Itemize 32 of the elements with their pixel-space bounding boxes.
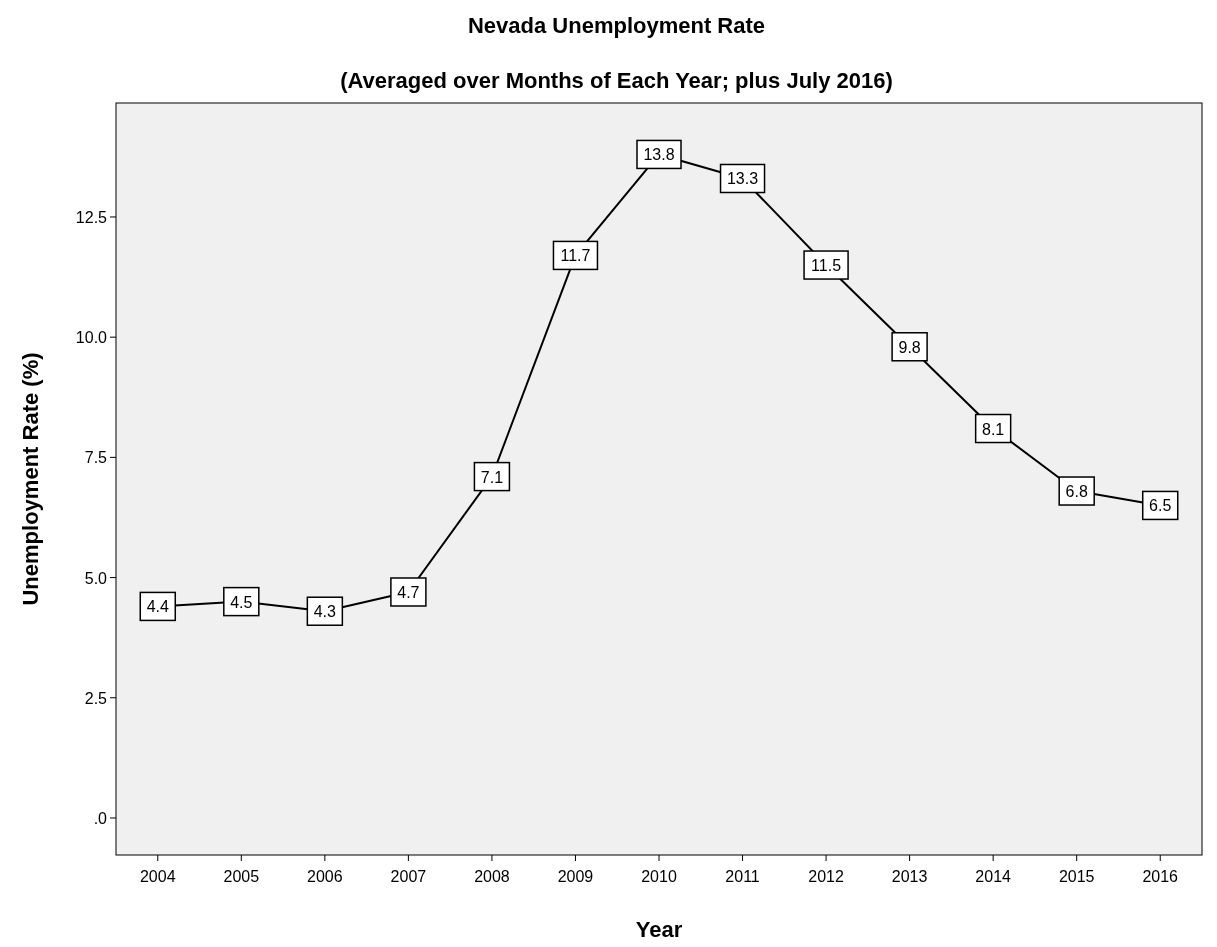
- data-label: 6.8: [1065, 483, 1088, 501]
- x-tick-label: 2010: [641, 868, 677, 885]
- x-tick-label: 2014: [975, 868, 1012, 885]
- y-tick-label: .0: [93, 809, 108, 827]
- data-label: 7.1: [480, 468, 504, 486]
- data-label: 4.5: [230, 593, 253, 611]
- chart-title: Nevada Unemployment Rate: [467, 13, 766, 38]
- data-label: 4.7: [397, 583, 420, 601]
- chart-subtitle: (Averaged over Months of Each Year; plus July 2016): [340, 68, 893, 93]
- x-tick-label: 2012: [808, 868, 844, 885]
- data-label: 4.4: [146, 598, 169, 616]
- x-tick-label: 2008: [474, 868, 510, 885]
- x-tick-label: 2007: [390, 868, 427, 885]
- data-label: 8.1: [982, 420, 1005, 438]
- x-axis-title: Year: [635, 917, 683, 942]
- y-tick-label: 2.5: [84, 689, 108, 707]
- x-tick-label: 2015: [1058, 868, 1095, 885]
- y-tick-label: 12.5: [75, 208, 108, 226]
- x-tick-label: 2006: [307, 868, 343, 885]
- y-tick-label: 7.5: [84, 449, 108, 467]
- x-tick-label: 2009: [557, 868, 594, 885]
- x-tick-label: 2013: [891, 868, 928, 885]
- x-tick-label: 2016: [1142, 868, 1179, 885]
- y-tick-label: 10.0: [75, 329, 108, 347]
- y-axis-title: Unemployment Rate (%): [18, 352, 43, 606]
- y-tick-label: 5.0: [84, 569, 108, 587]
- x-tick-label: 2011: [725, 868, 760, 885]
- x-tick-label: 2004: [139, 868, 176, 885]
- data-label: 6.5: [1149, 497, 1172, 515]
- data-label: 4.3: [313, 603, 337, 621]
- data-label: 9.8: [898, 338, 921, 356]
- x-tick-label: 2005: [223, 868, 260, 885]
